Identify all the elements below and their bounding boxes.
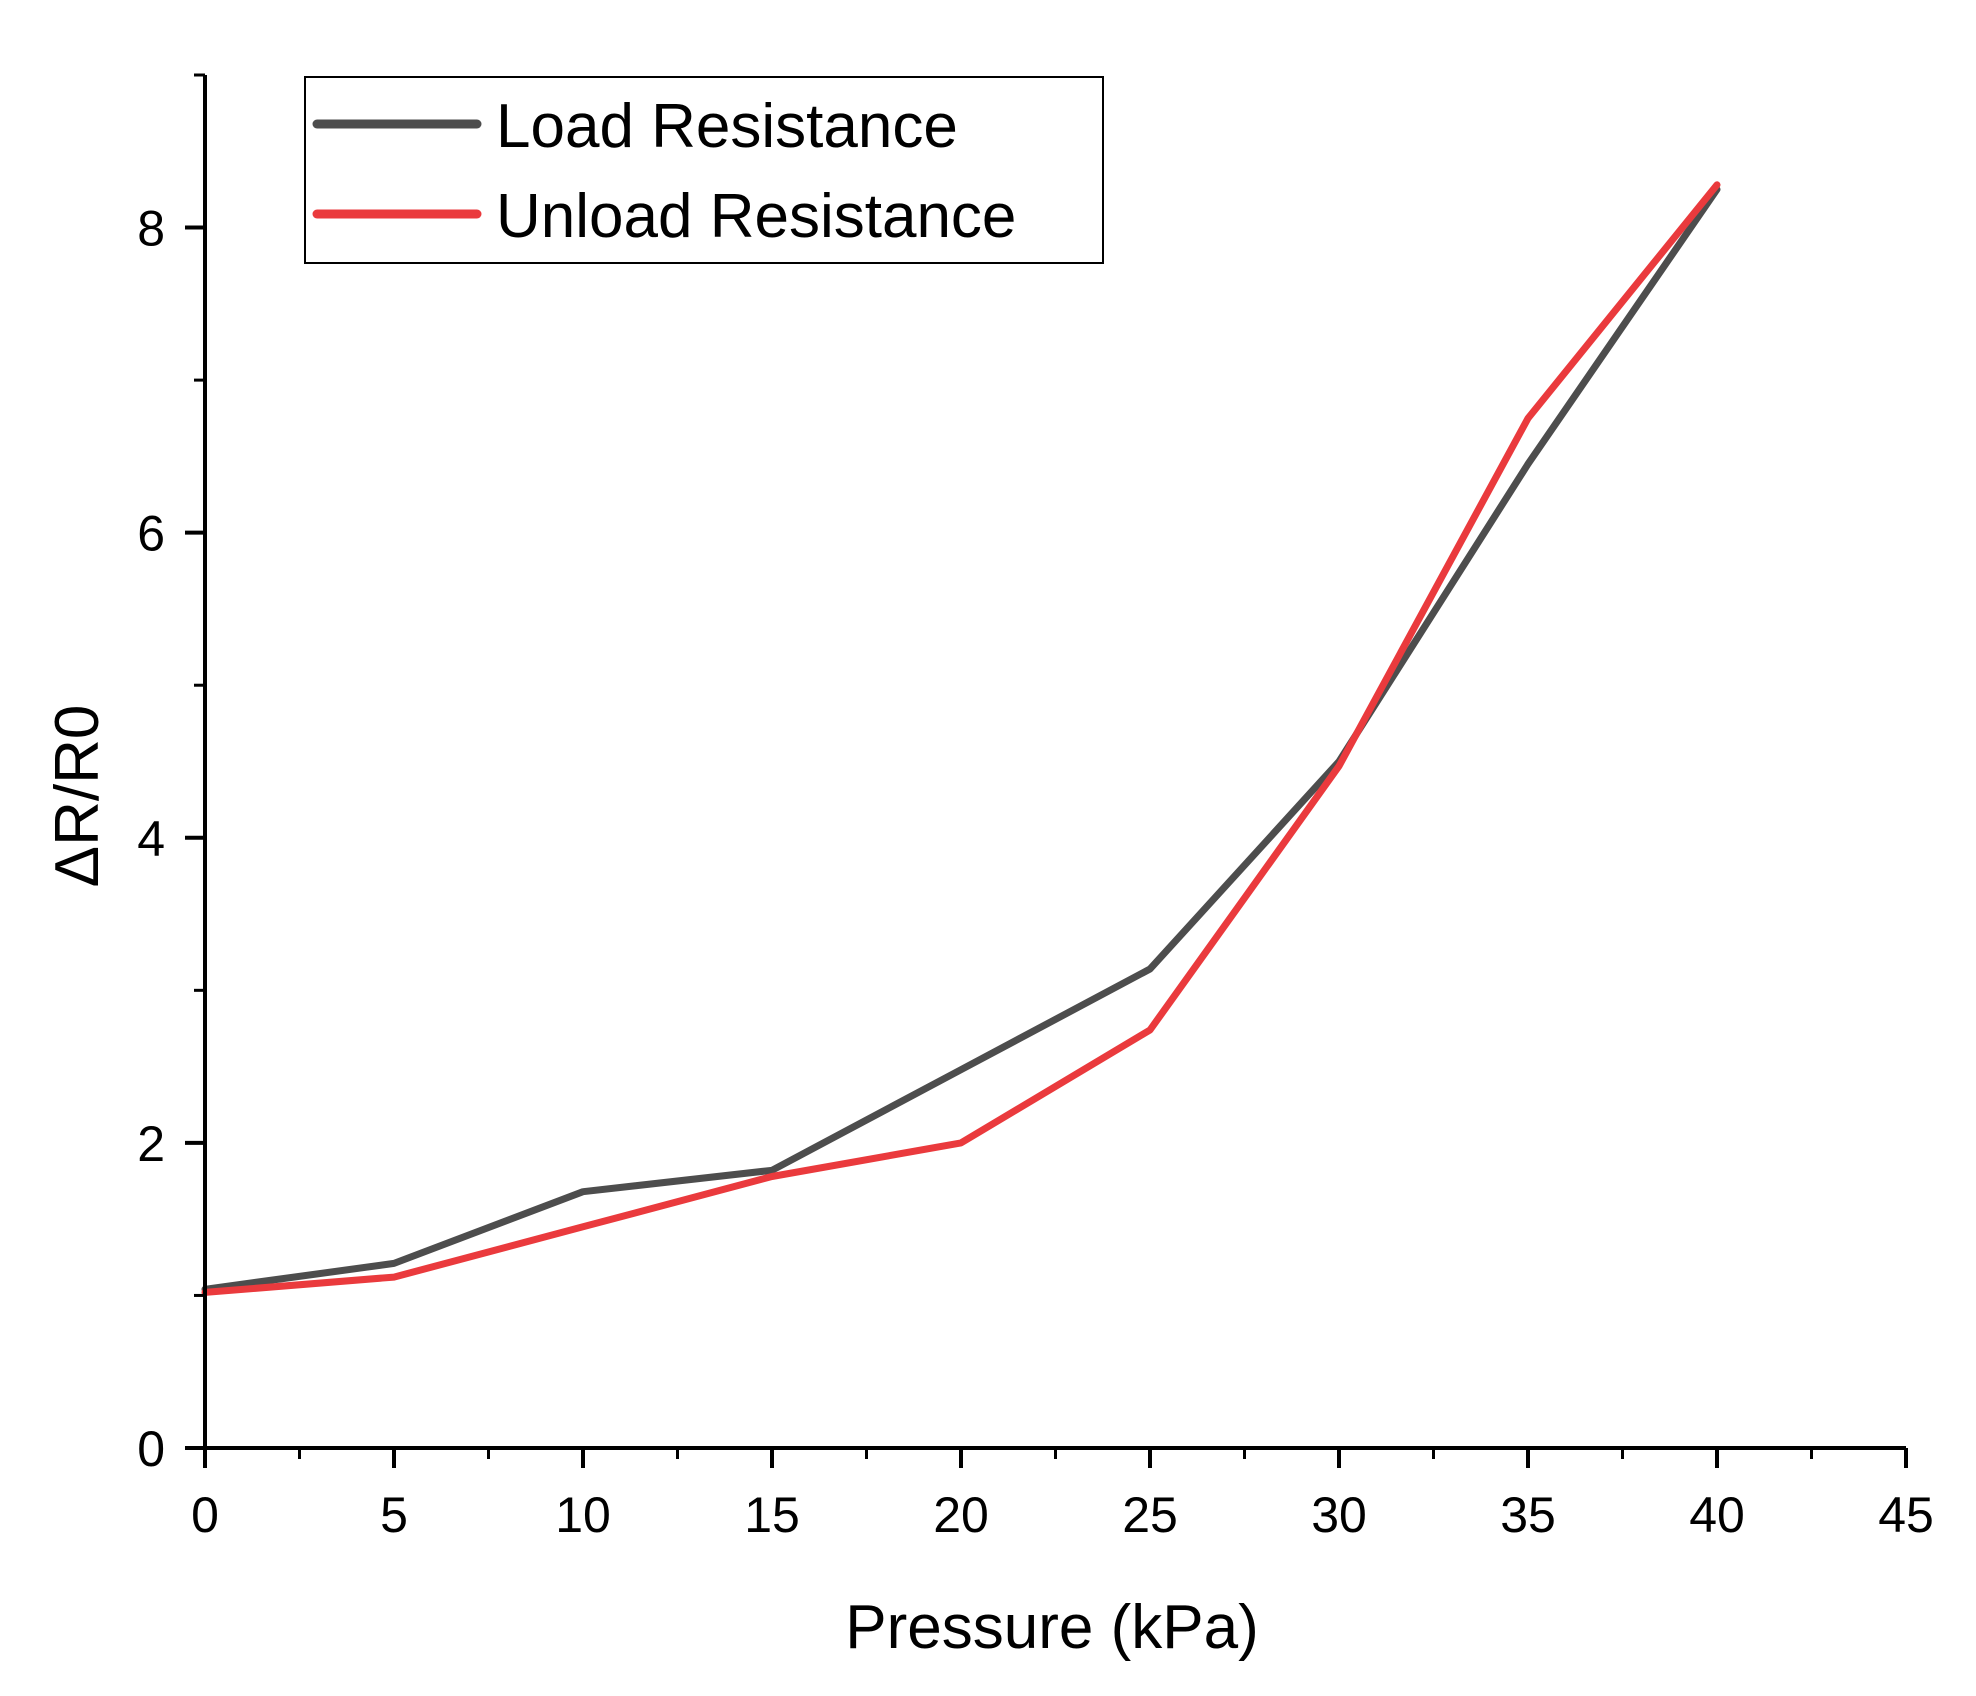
series-line-unload bbox=[201, 181, 1721, 1296]
y-tick-label-2: 2 bbox=[137, 1116, 165, 1172]
legend-label-unload: Unload Resistance bbox=[496, 182, 1016, 251]
x-axis-title: Pressure (kPa) bbox=[845, 1593, 1258, 1662]
x-ticks: 0 5 10 15 20 25 30 35 40 45 bbox=[191, 1448, 1934, 1543]
y-axis-title: ΔR/R0 bbox=[43, 705, 112, 888]
x-tick-label-40: 40 bbox=[1689, 1487, 1745, 1543]
x-tick-label-25: 25 bbox=[1122, 1487, 1178, 1543]
x-tick-label-15: 15 bbox=[744, 1487, 800, 1543]
x-tick-label-35: 35 bbox=[1500, 1487, 1556, 1543]
series-line-load bbox=[201, 185, 1721, 1293]
y-ticks: 0 2 4 6 8 bbox=[137, 73, 205, 1477]
x-tick-label-30: 30 bbox=[1311, 1487, 1367, 1543]
legend: Load Resistance Unload Resistance bbox=[304, 76, 1104, 264]
y-tick-label-0: 0 bbox=[137, 1421, 165, 1477]
y-tick-label-6: 6 bbox=[137, 506, 165, 562]
x-tick-label-20: 20 bbox=[933, 1487, 989, 1543]
legend-label-load: Load Resistance bbox=[496, 92, 958, 161]
series-layer bbox=[201, 181, 1721, 1296]
x-tick-label-10: 10 bbox=[555, 1487, 611, 1543]
y-tick-label-4: 4 bbox=[137, 811, 165, 867]
legend-frame bbox=[304, 76, 1104, 264]
x-tick-label-0: 0 bbox=[191, 1487, 219, 1543]
y-tick-label-8: 8 bbox=[137, 201, 165, 257]
x-tick-label-5: 5 bbox=[380, 1487, 408, 1543]
x-tick-label-45: 45 bbox=[1878, 1487, 1934, 1543]
